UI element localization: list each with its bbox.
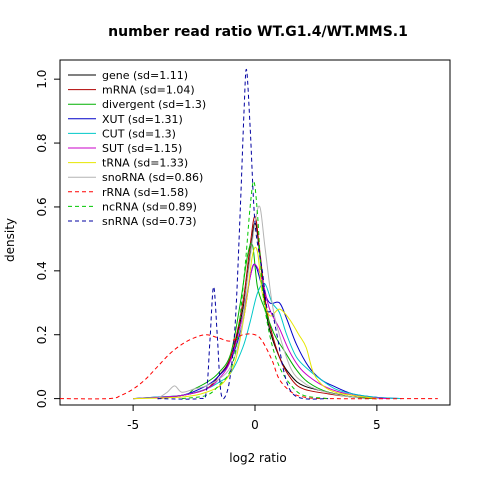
y-axis-label: density [3, 218, 17, 262]
legend: gene (sd=1.11) mRNA (sd=1.04)divergent (s… [68, 69, 206, 228]
legend-entry: tRNA (sd=1.33) [102, 157, 188, 170]
series-lines [60, 69, 438, 400]
x-axis-label: log2 ratio [229, 451, 286, 465]
chart-title: number read ratio WT.G1.4/WT.MMS.1 [108, 24, 408, 40]
legend-entry: snoRNA (sd=0.86) [102, 171, 203, 184]
series-line-8 [60, 333, 438, 400]
series-line-6 [133, 246, 377, 400]
legend-entry: rRNA (sd=1.58) [102, 186, 188, 199]
x-tick-label: -5 [127, 418, 139, 432]
legend-entry: divergent (sd=1.3) [102, 98, 206, 111]
y-tick-label: 0.2 [35, 325, 49, 344]
legend-entry: mRNA (sd=1.04) [102, 84, 195, 97]
legend-entry: snRNA (sd=0.73) [102, 215, 197, 228]
x-tick-label: 0 [251, 418, 259, 432]
series-line-7 [157, 205, 365, 400]
legend-entry: ncRNA (sd=0.89) [102, 200, 197, 213]
x-tick-label: 5 [373, 418, 381, 432]
y-tick-label: 0.6 [35, 197, 49, 216]
y-tick-label: 0.0 [35, 389, 49, 408]
series-line-10 [157, 69, 329, 400]
legend-entry: CUT (sd=1.3) [102, 127, 176, 140]
legend-entry: XUT (sd=1.31) [102, 113, 183, 126]
y-tick-label: 0.4 [35, 261, 49, 280]
series-line-1 [157, 216, 377, 400]
y-tick-label: 1.0 [35, 70, 49, 89]
y-tick-label: 0.8 [35, 134, 49, 153]
plot-area: -5 0 5 0.0 0.2 0.4 0.6 0.8 1.0 [35, 59, 451, 432]
legend-entry: SUT (sd=1.15) [102, 142, 182, 155]
legend-entry: gene (sd=1.11) [102, 69, 188, 82]
